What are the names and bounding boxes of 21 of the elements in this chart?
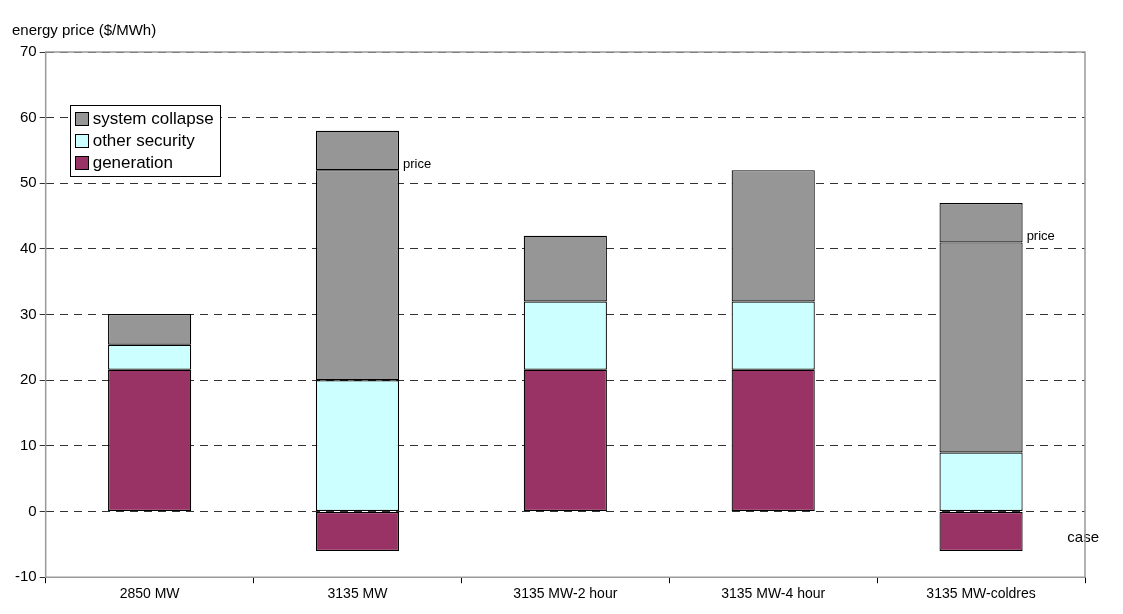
y-tick-label: 60 [19, 107, 37, 125]
y-tick-label: 20 [19, 370, 37, 388]
legend-label: other security [92, 130, 195, 152]
x-tick-label: 3135 MW [327, 585, 389, 602]
x-tick-label: 3135 MW-4 hour [721, 585, 826, 602]
y-tick-label: -10 [14, 567, 37, 585]
annotation: price [1026, 227, 1055, 243]
x-tick-label: 3135 MW-2 hour [513, 585, 618, 602]
y-tick-label: 10 [19, 436, 37, 454]
x-axis-title: case [1067, 527, 1099, 545]
y-axis-title: energy price ($/MWh) [12, 20, 157, 38]
annotation: price [403, 155, 432, 171]
y-tick-label: 50 [19, 173, 37, 191]
y-tick-label: 40 [19, 239, 37, 257]
y-tick-label: 70 [19, 42, 37, 60]
legend-label: generation [92, 152, 174, 174]
x-tick-label: 3135 MW-coldres [926, 585, 1036, 602]
x-tick-label: 2850 MW [119, 585, 181, 602]
y-tick-label: 30 [19, 304, 37, 322]
legend-label: system collapse [92, 108, 214, 130]
y-tick-label: 0 [28, 501, 37, 519]
